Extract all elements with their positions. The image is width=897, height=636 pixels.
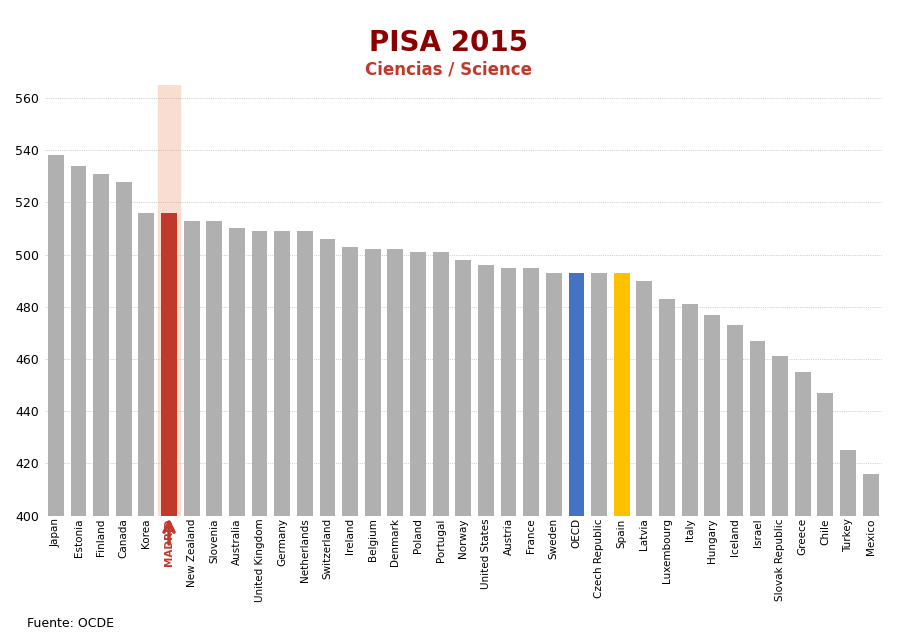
Bar bbox=[523, 268, 539, 516]
Bar bbox=[206, 221, 222, 516]
Bar bbox=[840, 450, 856, 516]
Bar bbox=[456, 259, 471, 516]
Bar bbox=[659, 299, 675, 516]
Bar bbox=[138, 213, 154, 516]
Bar bbox=[704, 315, 720, 516]
Bar bbox=[252, 231, 267, 516]
Bar bbox=[410, 252, 426, 516]
Bar bbox=[591, 273, 607, 516]
Bar bbox=[727, 325, 743, 516]
Bar bbox=[71, 166, 86, 516]
Bar bbox=[750, 341, 765, 516]
Bar bbox=[637, 280, 652, 516]
Bar bbox=[863, 474, 878, 516]
Bar bbox=[274, 231, 290, 516]
Bar bbox=[161, 213, 177, 516]
Bar bbox=[184, 221, 200, 516]
Bar bbox=[229, 228, 245, 516]
Bar bbox=[297, 231, 313, 516]
Bar bbox=[365, 249, 380, 516]
Bar bbox=[48, 155, 64, 516]
Bar bbox=[614, 273, 630, 516]
Bar bbox=[817, 393, 833, 516]
Bar bbox=[93, 174, 109, 516]
Bar bbox=[478, 265, 494, 516]
Bar bbox=[158, 85, 180, 516]
Text: Fuente: OCDE: Fuente: OCDE bbox=[27, 617, 114, 630]
Bar bbox=[501, 268, 517, 516]
Bar bbox=[432, 252, 448, 516]
Bar bbox=[682, 304, 698, 516]
Bar bbox=[388, 249, 404, 516]
Bar bbox=[795, 372, 811, 516]
Bar bbox=[319, 239, 335, 516]
Text: Ciencias / Science: Ciencias / Science bbox=[365, 60, 532, 78]
Bar bbox=[772, 356, 788, 516]
Bar bbox=[342, 247, 358, 516]
Bar bbox=[116, 181, 132, 516]
Text: PISA 2015: PISA 2015 bbox=[369, 29, 528, 57]
Bar bbox=[569, 273, 584, 516]
Bar bbox=[546, 273, 562, 516]
